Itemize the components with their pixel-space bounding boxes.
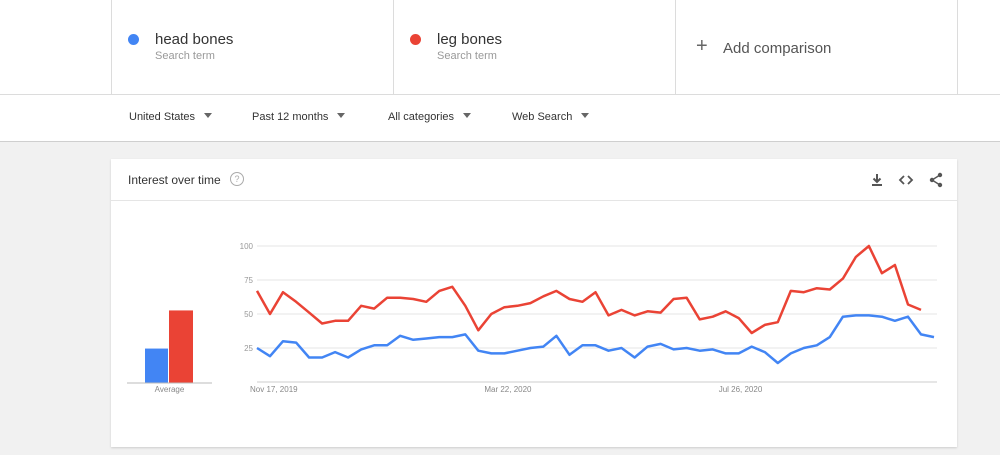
add-comparison-button[interactable]: + Add comparison xyxy=(675,0,957,94)
plus-icon: + xyxy=(696,35,708,57)
y-tick-label: 50 xyxy=(244,310,253,319)
average-section: Average xyxy=(127,259,212,394)
dropdown-caret-icon xyxy=(581,113,590,118)
term-bar-spacer xyxy=(957,0,1000,94)
search-term-head-bones[interactable]: head bones Search term xyxy=(111,0,393,94)
download-icon[interactable] xyxy=(868,171,886,189)
dropdown-caret-icon xyxy=(337,113,346,118)
average-bar-head-bones xyxy=(145,348,168,383)
y-tick-label: 75 xyxy=(244,276,253,285)
dropdown-caret-icon xyxy=(204,113,213,118)
search-type-filter-label: Web Search xyxy=(512,111,573,123)
interest-over-time-card: Interest over time ? Average 25 50 75 100 No… xyxy=(111,159,957,447)
series-color-dot xyxy=(410,34,421,45)
card-header: Interest over time ? xyxy=(111,159,957,201)
search-term-leg-bones[interactable]: leg bones Search term xyxy=(393,0,675,94)
card-title: Interest over time xyxy=(128,173,221,187)
add-comparison-label: Add comparison xyxy=(723,40,832,57)
interest-line-chart: 25 50 75 100 Nov 17, 2019 Mar 22, 2020 Jul 26,… xyxy=(240,242,937,394)
search-term-name[interactable]: head bones xyxy=(155,31,234,48)
search-terms-bar: head bones Search term leg bones Search … xyxy=(0,0,1000,95)
share-icon[interactable] xyxy=(927,171,945,189)
y-tick-label: 25 xyxy=(244,344,253,353)
search-type-filter-dropdown[interactable]: Web Search xyxy=(512,111,590,123)
average-bar-leg-bones xyxy=(169,310,193,383)
search-term-name[interactable]: leg bones xyxy=(437,31,503,48)
search-term-type: Search term xyxy=(437,50,497,62)
series-line-leg-bones xyxy=(255,244,922,335)
average-label: Average xyxy=(154,385,185,394)
search-term-type: Search term xyxy=(155,50,215,62)
time-range-filter-dropdown[interactable]: Past 12 months xyxy=(252,111,346,123)
y-tick-label: 100 xyxy=(240,242,254,251)
time-range-filter-label: Past 12 months xyxy=(252,111,329,123)
category-filter-dropdown[interactable]: All categories xyxy=(388,111,472,123)
help-icon[interactable]: ? xyxy=(230,172,244,186)
dropdown-caret-icon xyxy=(463,113,472,118)
series-color-dot xyxy=(128,34,139,45)
x-tick-label: Nov 17, 2019 xyxy=(250,385,298,394)
average-chart xyxy=(127,310,212,384)
region-filter-dropdown[interactable]: United States xyxy=(129,111,213,123)
filter-bar: United States Past 12 months All categor… xyxy=(0,95,1000,142)
x-tick-label: Jul 26, 2020 xyxy=(719,385,763,394)
x-tick-label: Mar 22, 2020 xyxy=(484,385,532,394)
category-filter-label: All categories xyxy=(388,111,455,123)
embed-icon[interactable] xyxy=(897,171,915,189)
region-filter-label: United States xyxy=(129,111,196,123)
series-line-head-bones xyxy=(256,314,935,365)
